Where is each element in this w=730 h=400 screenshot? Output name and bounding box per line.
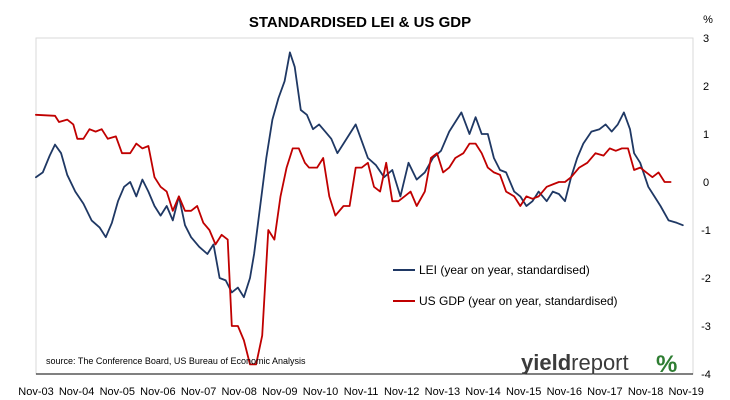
x-tick-label: Nov-05: [100, 386, 135, 398]
y-tick-label: -1: [701, 225, 711, 237]
brand-wordmark-regular: report: [571, 350, 628, 375]
brand-wordmark-bold: yield: [521, 350, 571, 375]
series-line-lei: [35, 51, 684, 299]
x-tick-label: Nov-03: [18, 386, 53, 398]
x-tick-label: Nov-07: [181, 386, 216, 398]
x-tick-label: Nov-13: [425, 386, 460, 398]
y-axis-unit: %: [703, 14, 713, 26]
legend-label-lei: LEI (year on year, standardised): [419, 263, 590, 277]
y-tick-label: 2: [703, 81, 709, 93]
legend: LEI (year on year, standardised) US GDP …: [393, 263, 618, 308]
series-line-gdp: [35, 113, 672, 366]
x-tick-label: Nov-18: [628, 386, 663, 398]
x-tick-label: Nov-09: [262, 386, 297, 398]
x-tick-label: Nov-06: [140, 386, 175, 398]
x-tick-label: Nov-04: [59, 386, 94, 398]
x-tick-label: Nov-19: [668, 386, 703, 398]
y-tick-label: -4: [701, 369, 711, 381]
chart-title: STANDARDISED LEI & US GDP: [249, 14, 471, 31]
x-tick-label: Nov-15: [506, 386, 541, 398]
x-tick-label: Nov-12: [384, 386, 419, 398]
x-tick-label: Nov-08: [221, 386, 256, 398]
series-lines: [35, 51, 684, 366]
y-tick-label: 1: [703, 129, 709, 141]
brand-percent-icon: %: [656, 351, 677, 378]
x-tick-label: Nov-14: [465, 386, 500, 398]
x-tick-label: Nov-16: [547, 386, 582, 398]
y-tick-label: -2: [701, 273, 711, 285]
plot-area: [35, 37, 694, 375]
legend-label-gdp: US GDP (year on year, standardised): [419, 294, 618, 308]
x-axis-tick-labels: Nov-03 Nov-04 Nov-05 Nov-06 Nov-07 Nov-08 Nov-…: [18, 386, 704, 398]
y-tick-label: 3: [703, 33, 709, 45]
y-axis-tick-labels: 3 2 1 0 -1 -2 -3 -4: [701, 33, 711, 381]
brand-logo: yieldreport %: [521, 350, 677, 378]
x-tick-label: Nov-17: [587, 386, 622, 398]
x-tick-label: Nov-11: [344, 386, 379, 398]
x-tick-label: Nov-10: [303, 386, 338, 398]
source-note: source: The Conference Board, US Bureau …: [46, 356, 306, 366]
y-tick-label: -3: [701, 321, 711, 333]
brand-wordmark: yieldreport: [521, 350, 629, 375]
y-tick-label: 0: [703, 177, 709, 189]
